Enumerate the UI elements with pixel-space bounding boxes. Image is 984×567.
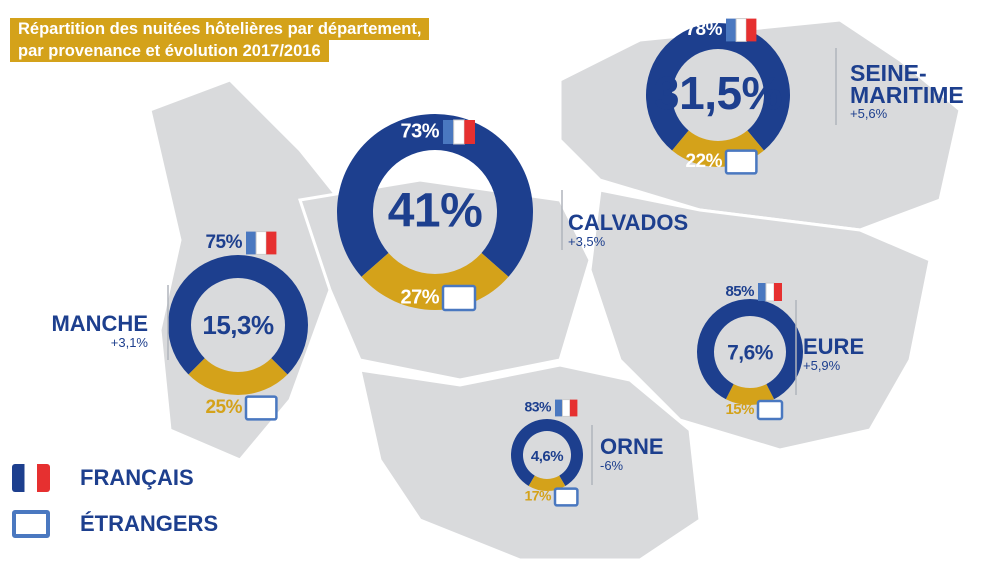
flag-icon (266, 231, 277, 255)
department-block: EURE +5,9% (803, 336, 923, 374)
change-label: +5,6% (850, 106, 888, 121)
title-box: Répartition des nuitées hôtelières par d… (10, 18, 430, 62)
change-label: +5,9% (803, 358, 841, 373)
flag-icon (726, 18, 737, 42)
donut-segment (337, 114, 534, 277)
flag-icon (735, 18, 747, 42)
change-label: +3,5% (568, 234, 606, 249)
department-block: SEINE-MARITIME +5,6% (850, 62, 984, 122)
value-label: 15% (725, 401, 754, 418)
suitcase-icon (553, 487, 579, 507)
donut-segment (528, 475, 566, 491)
donut-segment (511, 419, 583, 486)
flag-icon (561, 399, 571, 417)
value-label: 78% (685, 19, 722, 40)
donut-segment (646, 23, 790, 151)
center-label: 7,6% (727, 342, 774, 365)
flag-icon (555, 399, 563, 417)
flag-icon (453, 119, 465, 145)
legend-swatch (12, 510, 50, 538)
flag-icon (246, 231, 257, 255)
donut-segment (168, 254, 309, 375)
legend-item: ÉTRANGERS (12, 501, 218, 547)
flag-icon (255, 231, 267, 255)
flag-icon (774, 283, 782, 301)
value-label: 75% (205, 232, 242, 253)
flag-icon (464, 120, 475, 144)
department-label: EURE (803, 334, 865, 359)
value-label: 85% (725, 283, 754, 300)
department-label: ORNE (600, 434, 664, 459)
legend-label: FRANÇAIS (80, 465, 194, 490)
value-label: 73% (400, 120, 439, 142)
value-label: 83% (524, 399, 552, 415)
department-label: MANCHE (51, 311, 148, 336)
suitcase-icon (724, 149, 758, 175)
suitcase-icon (756, 399, 784, 421)
department-label: CALVADOS (568, 210, 689, 235)
center-label: 4,6% (531, 448, 563, 465)
flag-icon (569, 399, 578, 417)
legend-item: FRANÇAIS (12, 455, 218, 501)
value-label: 25% (205, 397, 242, 418)
flag-icon (746, 18, 757, 42)
department-label: SEINE-MARITIME (850, 60, 964, 108)
value-label: 17% (524, 488, 552, 504)
flag-icon (758, 283, 766, 301)
title-line: par provenance et évolution 2017/2016 (10, 40, 329, 62)
flag-icon (443, 120, 454, 144)
department-block: MANCHE +3,1% (28, 313, 148, 351)
legend-swatch (12, 464, 50, 492)
donut-segment (697, 299, 804, 400)
legend: FRANÇAIS ÉTRANGERS (12, 455, 218, 547)
center-label: 31,5% (654, 67, 782, 119)
center-label: 41% (388, 185, 483, 238)
value-label: 27% (400, 286, 439, 308)
title-line: Répartition des nuitées hôtelières par d… (10, 18, 430, 40)
donut-segment (188, 358, 288, 395)
flag-icon (765, 282, 775, 302)
suitcase-icon (244, 395, 278, 421)
department-block: CALVADOS +3,5% (568, 212, 748, 250)
department-block: ORNE -6% (600, 436, 720, 474)
legend-label: ÉTRANGERS (80, 511, 219, 536)
suitcase-icon (441, 284, 477, 312)
change-label: -6% (600, 458, 624, 473)
change-label: +3,1% (110, 335, 148, 350)
value-label: 22% (685, 151, 722, 172)
center-label: 15,3% (202, 310, 274, 340)
